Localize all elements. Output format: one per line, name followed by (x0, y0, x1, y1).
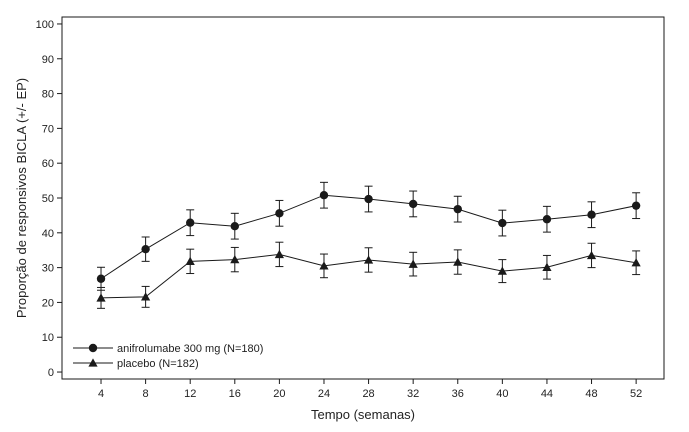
data-point-triangle (319, 261, 329, 270)
data-point-triangle (185, 256, 195, 266)
data-point-circle (498, 218, 507, 228)
data-point-circle (408, 199, 418, 209)
data-point-circle (319, 191, 329, 200)
y-axis-title: Proporção de responsivos BICLA (+/- EP) (14, 78, 29, 318)
x-tick-label: 4 (98, 388, 104, 400)
data-point-circle (141, 244, 150, 254)
x-tick-label: 32 (407, 388, 419, 400)
data-point-triangle (497, 266, 507, 275)
legend-label: anifrolumabe 300 mg (N=180) (117, 343, 263, 355)
data-point-triangle (274, 249, 284, 259)
y-tick-label: 70 (42, 123, 54, 135)
y-tick-label: 20 (42, 297, 54, 309)
x-axis-title: Tempo (semanas) (311, 407, 415, 422)
series-0 (96, 181, 641, 291)
y-tick-label: 0 (48, 367, 54, 379)
data-point-circle (542, 215, 552, 224)
x-tick-label: 24 (318, 388, 330, 400)
data-point-triangle (96, 293, 106, 302)
data-point-triangle (542, 262, 552, 271)
data-point-triangle (230, 255, 240, 264)
x-tick-label: 16 (229, 388, 241, 400)
x-tick-label: 44 (541, 388, 553, 400)
y-tick-label: 40 (42, 228, 54, 240)
data-point-circle (364, 194, 373, 204)
data-point-triangle (363, 255, 374, 264)
data-point-triangle (631, 258, 641, 267)
data-point-circle (453, 204, 462, 214)
data-point-circle (631, 201, 641, 210)
x-tick-label: 28 (362, 388, 374, 400)
y-tick-label: 60 (42, 158, 54, 170)
x-tick-label: 36 (452, 388, 464, 400)
data-point-triangle (586, 250, 597, 260)
y-axis: 0 10 20 30 40 50 60 70 80 90 100 (36, 19, 62, 379)
x-axis: 4 8 12 16 20 24 28 32 36 40 44 48 52 (98, 379, 642, 400)
y-tick-label: 80 (42, 89, 54, 101)
x-tick-label: 12 (184, 388, 196, 400)
x-tick-label: 48 (585, 388, 597, 400)
x-tick-label: 52 (630, 388, 642, 400)
plot-frame (61, 16, 665, 380)
data-point-circle (275, 209, 284, 218)
legend-marker (88, 358, 98, 367)
x-tick-label: 40 (496, 388, 508, 400)
y-tick-label: 50 (42, 193, 54, 205)
data-point-triangle (141, 292, 151, 301)
y-tick-label: 90 (42, 54, 54, 66)
data-point-circle (230, 221, 239, 231)
series-layer (96, 181, 641, 309)
data-point-circle (96, 274, 106, 283)
x-tick-label: 20 (273, 388, 285, 400)
y-tick-label: 100 (36, 19, 54, 31)
legend-label: placebo (N=182) (117, 358, 199, 370)
series-1 (96, 241, 641, 309)
y-tick-label: 30 (42, 263, 54, 275)
data-point-triangle (453, 257, 463, 266)
data-point-circle (587, 210, 596, 219)
x-tick-label: 8 (143, 388, 149, 400)
data-point-triangle (408, 259, 418, 268)
legend-marker (88, 343, 98, 353)
y-tick-label: 10 (42, 332, 54, 344)
data-point-circle (186, 218, 195, 227)
legend: anifrolumabe 300 mg (N=180) placebo (N=18… (73, 343, 263, 370)
